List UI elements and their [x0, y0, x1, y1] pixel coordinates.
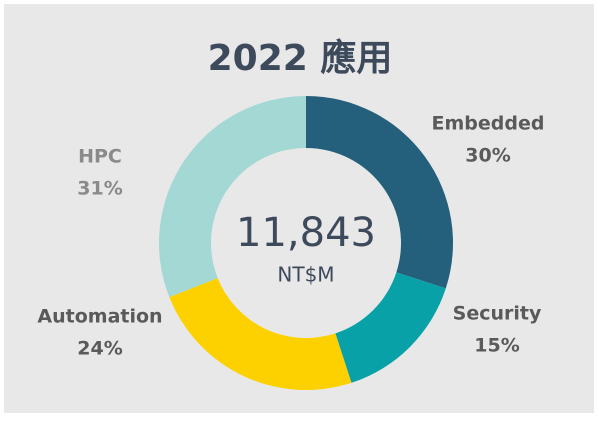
slice-label: Security — [453, 303, 542, 325]
center-value: 11,843 — [236, 210, 376, 256]
donut-slice — [306, 96, 453, 289]
donut-slice — [335, 272, 446, 383]
slice-label: Automation — [37, 306, 162, 328]
donut-slice — [169, 277, 352, 390]
chart-title: 2022 應用 — [208, 37, 393, 79]
slice-label: Embedded — [432, 113, 545, 135]
slice-value-label: 15% — [474, 335, 519, 357]
donut-slice — [158, 96, 306, 298]
slice-value-label: 24% — [77, 338, 122, 360]
slice-value-label: 30% — [465, 145, 510, 167]
center-unit: NT$M — [277, 263, 334, 287]
slice-value-label: 31% — [77, 178, 122, 200]
slice-label: HPC — [78, 146, 122, 168]
